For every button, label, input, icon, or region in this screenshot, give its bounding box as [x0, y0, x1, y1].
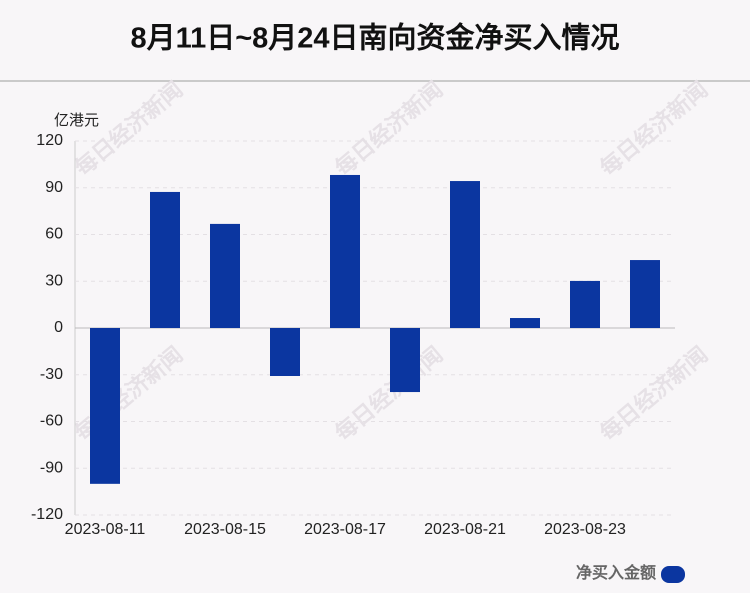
y-tick-label: -30 [40, 366, 63, 383]
y-axis-label: 亿港元 [54, 112, 99, 129]
x-tick-label: 2023-08-23 [544, 521, 626, 538]
bar [150, 191, 180, 328]
x-tick-label: 2023-08-17 [304, 521, 386, 538]
bar [390, 328, 420, 393]
bar [210, 223, 240, 328]
y-tick-label: -120 [31, 506, 63, 523]
x-tick-label: 2023-08-15 [184, 521, 266, 538]
bar [570, 280, 600, 328]
chart-title: 8月11日~8月24日南向资金净买入情况 [130, 21, 619, 55]
y-tick-label: 0 [54, 319, 63, 336]
legend-swatch [661, 566, 685, 583]
bar [270, 328, 300, 376]
y-tick-label: 30 [45, 272, 63, 289]
x-tick-label: 2023-08-21 [424, 521, 506, 538]
legend-label: 净买入金额 [576, 563, 656, 582]
bar [630, 260, 660, 328]
bar [330, 174, 360, 328]
x-tick-label: 2023-08-11 [65, 521, 146, 538]
bar [450, 181, 480, 328]
y-tick-label: -60 [40, 413, 63, 430]
bar [90, 328, 120, 484]
y-tick-label: -90 [40, 459, 63, 476]
bar [510, 318, 540, 328]
y-tick-label: 120 [36, 132, 63, 149]
y-tick-label: 60 [45, 226, 63, 243]
y-tick-label: 90 [45, 179, 63, 196]
